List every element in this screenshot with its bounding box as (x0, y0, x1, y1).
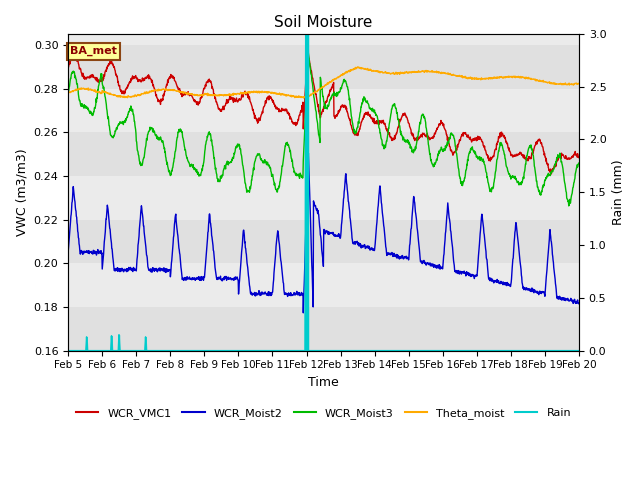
Bar (68, 176, 579, 219)
Bar (68, 263, 579, 307)
X-axis label: Time: Time (308, 376, 339, 389)
Bar (68, 88, 579, 132)
Bar (68, 34, 579, 45)
Legend: WCR_VMC1, WCR_Moist2, WCR_Moist3, Theta_moist, Rain: WCR_VMC1, WCR_Moist2, WCR_Moist3, Theta_… (72, 404, 575, 423)
Bar (68, 45, 579, 88)
Text: BA_met: BA_met (70, 46, 116, 56)
Y-axis label: Rain (mm): Rain (mm) (612, 159, 625, 225)
Y-axis label: VWC (m3/m3): VWC (m3/m3) (15, 148, 28, 236)
Bar (68, 132, 579, 176)
Bar (68, 219, 579, 263)
Title: Soil Moisture: Soil Moisture (275, 15, 372, 30)
Bar (68, 307, 579, 350)
